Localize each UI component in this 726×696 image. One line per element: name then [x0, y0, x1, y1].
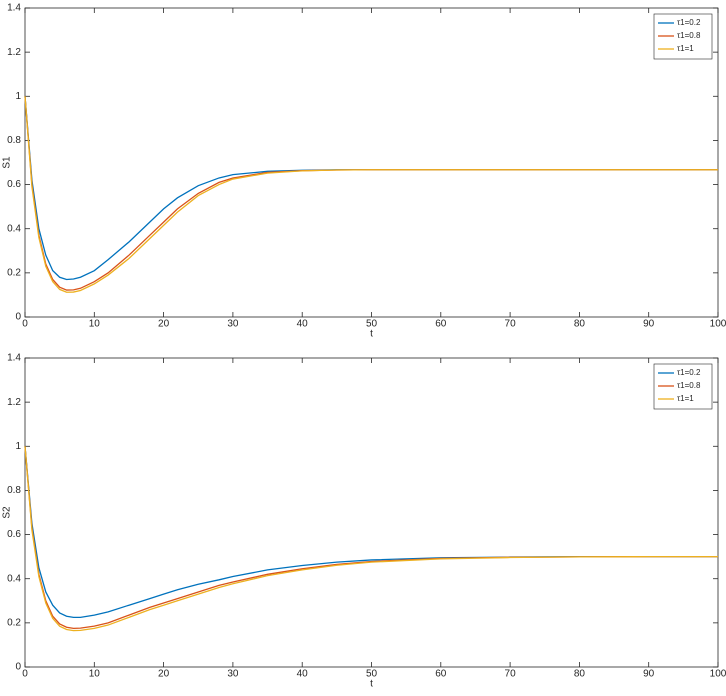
x-tick-label: 90	[643, 319, 655, 330]
x-tick-label: 60	[435, 319, 447, 330]
x-axis-label: t	[370, 329, 373, 340]
x-tick-label: 70	[505, 669, 517, 680]
y-tick-label: 1.2	[7, 47, 21, 58]
x-tick-label: 10	[89, 669, 101, 680]
y-tick-label: 1.4	[7, 353, 21, 364]
x-tick-label: 20	[158, 669, 170, 680]
legend-label: τ1=0.8	[677, 381, 701, 390]
x-tick-label: 50	[366, 669, 378, 680]
x-tick-label: 90	[643, 669, 655, 680]
x-tick-label: 40	[297, 319, 309, 330]
plot-panel: 0 10 20 30 40 50 60 70 80 90 100 0 0.2 0.4 0.6 0.8 1 1.2 1…	[2, 3, 726, 340]
legend-label: τ1=0.8	[677, 31, 701, 40]
x-tick-label: 50	[366, 319, 378, 330]
y-tick-label: 1	[15, 441, 21, 452]
x-axis-label: t	[370, 679, 373, 690]
x-tick-label: 30	[227, 669, 239, 680]
y-tick-label: 0.6	[7, 179, 21, 190]
x-tick-label: 100	[710, 319, 726, 330]
y-tick-label: 1.4	[7, 3, 21, 14]
y-axis-label: S1	[2, 156, 13, 169]
legend: τ1=0.2 τ1=0.8 τ1=1	[653, 363, 713, 410]
x-tick-label: 0	[22, 319, 28, 330]
x-tick-label: 40	[297, 669, 309, 680]
legend-label: τ1=0.2	[677, 368, 701, 377]
y-tick-label: 0.8	[7, 485, 21, 496]
x-tick-label: 30	[227, 319, 239, 330]
y-tick-label: 0.2	[7, 267, 21, 278]
plot-area	[24, 7, 719, 318]
x-tick-label: 60	[435, 669, 447, 680]
x-tick-label: 80	[574, 319, 586, 330]
legend-label: τ1=1	[677, 44, 694, 53]
y-axis-label: S2	[2, 506, 13, 519]
y-tick-label: 1.2	[7, 397, 21, 408]
x-tick-label: 20	[158, 319, 170, 330]
legend-label: τ1=1	[677, 394, 694, 403]
data-line	[24, 446, 718, 632]
y-tick-label: 0.4	[7, 223, 21, 234]
legend-label: τ1=0.2	[677, 18, 701, 27]
y-tick-label: 0.8	[7, 135, 21, 146]
legend: τ1=0.2 τ1=0.8 τ1=1	[653, 13, 713, 60]
plot-panel: 0 10 20 30 40 50 60 70 80 90 100 0 0.2 0.4 0.6 0.8 1 1.2 1…	[2, 353, 726, 690]
x-tick-label: 80	[574, 669, 586, 680]
plot-area	[24, 357, 719, 668]
y-tick-label: 0.4	[7, 573, 21, 584]
x-tick-label: 100	[710, 669, 726, 680]
x-tick-label: 0	[22, 669, 28, 680]
y-tick-label: 0	[15, 662, 21, 673]
data-line	[24, 446, 718, 618]
y-tick-label: 0.2	[7, 617, 21, 628]
x-tick-label: 10	[89, 319, 101, 330]
y-tick-label: 0.6	[7, 529, 21, 540]
y-tick-label: 0	[15, 312, 21, 323]
x-tick-label: 70	[505, 319, 517, 330]
data-line	[24, 96, 718, 293]
y-tick-label: 1	[15, 91, 21, 102]
